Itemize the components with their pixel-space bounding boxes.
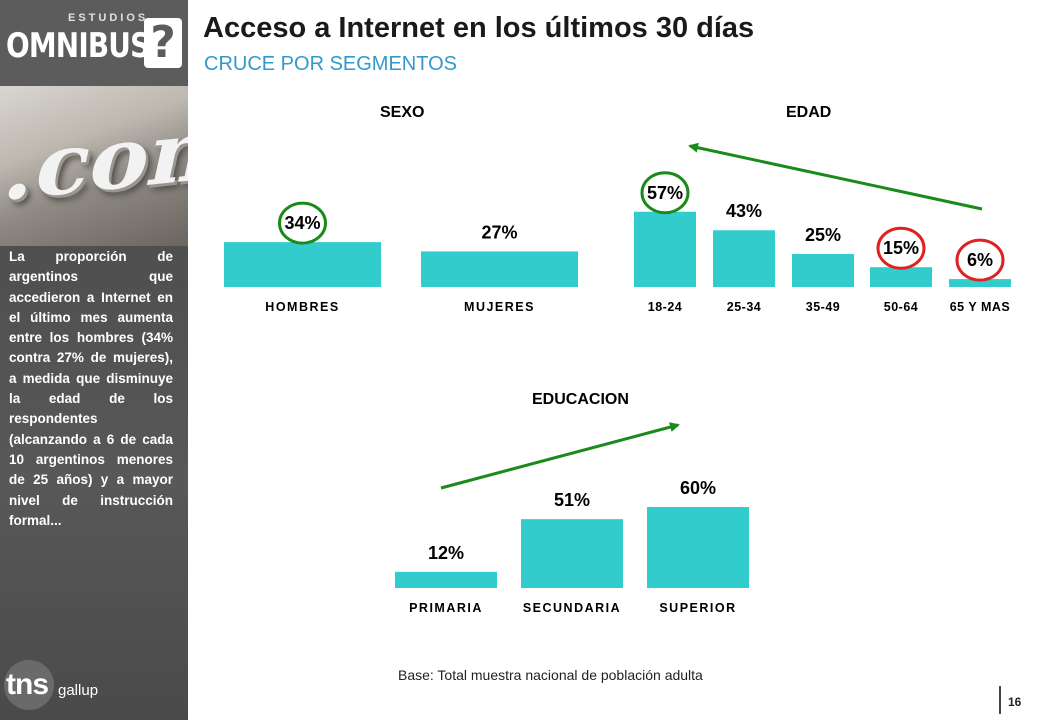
value-label-edad-65-y-mas: 6% [967, 250, 993, 270]
value-label-edad-50-64: 15% [883, 238, 919, 258]
highlight-circle-18-24 [640, 171, 690, 215]
category-label-hombres: HOMBRES [265, 300, 339, 314]
bar-educacion-superior [647, 507, 749, 588]
logo-omnibus-text: OMNIBUS [6, 26, 150, 66]
bar-edad-50-64 [870, 267, 932, 287]
value-label-edad-35-49: 25% [805, 225, 841, 245]
base-note: Base: Total muestra nacional de població… [398, 667, 703, 683]
trend-arrow-educacion [440, 422, 680, 490]
sidebar-text-panel [0, 246, 188, 720]
category-label-superior: SUPERIOR [659, 601, 736, 615]
chart-title-sexo: SEXO [380, 104, 425, 121]
page-title: Acceso a Internet en los últimos 30 días [203, 12, 755, 44]
category-label-50-64: 50-64 [884, 300, 918, 314]
value-label-edad-18-24: 57% [647, 183, 683, 203]
bar-edad-65-y-mas [949, 279, 1011, 287]
category-label-secundaria: SECUNDARIA [523, 601, 621, 615]
category-label-25-34: 25-34 [727, 300, 761, 314]
highlight-circle-65-y-mas [955, 238, 1005, 282]
page-divider [999, 686, 1001, 714]
bar-edad-25-34 [713, 230, 775, 287]
dot-com-photo: .com [0, 86, 188, 246]
omnibus-logo: ESTUDIOS OMNIBUS ? [0, 0, 188, 86]
bar-sexo-hombres [224, 242, 381, 287]
page-subtitle: CRUCE POR SEGMENTOS [204, 53, 457, 75]
highlight-circle-50-64 [876, 226, 926, 270]
chart-title-edad: EDAD [786, 104, 832, 121]
page-number: 16 [1008, 695, 1022, 709]
value-label-edad-25-34: 43% [726, 201, 762, 221]
tns-logo-text: tns [6, 668, 49, 701]
tns-logo-circle [4, 660, 54, 710]
trend-arrow-edad [688, 142, 983, 211]
value-label-sexo-hombres: 34% [284, 213, 320, 233]
value-label-educacion-primaria: 12% [428, 543, 464, 563]
sidebar-summary: La proporción de argentinos que accedier… [9, 249, 173, 528]
value-label-educacion-secundaria: 51% [554, 490, 590, 510]
bar-edad-18-24 [634, 211, 696, 287]
gallup-logo-text: gallup [58, 682, 99, 699]
value-label-sexo-mujeres: 27% [481, 222, 517, 242]
bar-edad-35-49 [792, 254, 854, 287]
value-label-educacion-superior: 60% [680, 478, 716, 498]
question-mark-icon: ? [144, 18, 182, 68]
category-label-35-49: 35-49 [806, 300, 840, 314]
bar-sexo-mujeres [421, 251, 578, 287]
category-label-18-24: 18-24 [648, 300, 682, 314]
category-label-primaria: PRIMARIA [409, 601, 483, 615]
category-label-65-y-mas: 65 Y MAS [950, 300, 1011, 314]
bar-educacion-secundaria [521, 519, 623, 588]
chart-title-educacion: EDUCACION [532, 391, 629, 408]
logo-estudios-text: ESTUDIOS [68, 12, 149, 24]
bar-educacion-primaria [395, 571, 497, 588]
highlight-circle-hombres [278, 201, 327, 245]
category-label-mujeres: MUJERES [464, 300, 535, 314]
